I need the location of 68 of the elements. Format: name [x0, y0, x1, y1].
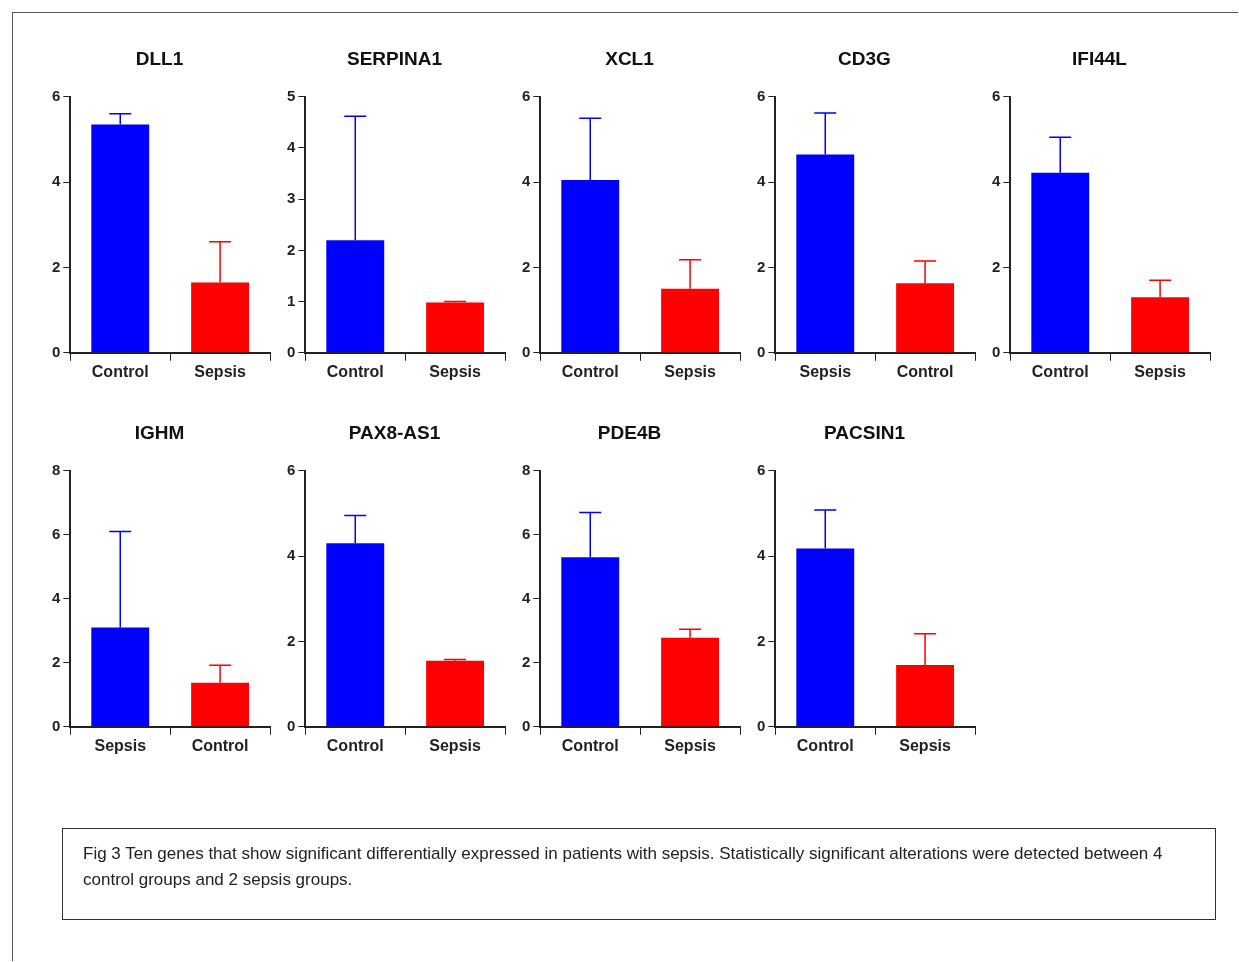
x-tick-label: Sepsis [194, 362, 246, 380]
chart-title: PACSIN1 [824, 421, 906, 443]
x-tick-label: Control [326, 362, 384, 380]
y-tick-label: 4 [522, 172, 531, 190]
y-tick-label: 0 [287, 716, 296, 734]
y-tick-label: 2 [992, 257, 1001, 275]
y-tick-label: 6 [52, 86, 61, 104]
x-tick-label: Control [91, 362, 149, 380]
chart-title: IGHM [134, 421, 185, 443]
y-tick-label: 0 [52, 716, 61, 734]
y-tick-label: 6 [522, 86, 531, 104]
x-tick-label: Control [191, 736, 249, 754]
y-tick-label: 2 [287, 631, 296, 649]
y-tick-label: 2 [757, 631, 766, 649]
y-tick-label: 6 [992, 86, 1001, 104]
y-tick-label: 0 [522, 342, 531, 360]
caption: Fig 3 Ten genes that show significant differentially expressed in patients with sepsis. Statistically significant alterations were detected between 4 control groups and 2 sepsis groups. [62, 828, 1216, 920]
y-tick-label: 6 [757, 460, 766, 478]
y-tick-label: 0 [757, 716, 766, 734]
x-tick-label: Sepsis [429, 736, 481, 754]
y-tick-label: 3 [287, 189, 296, 207]
y-tick-label: 8 [522, 460, 531, 478]
x-tick-label: Sepsis [94, 736, 147, 754]
y-tick-label: 4 [522, 588, 531, 606]
y-tick-label: 4 [757, 546, 766, 564]
y-tick-label: 4 [287, 138, 296, 156]
y-tick-label: 2 [757, 257, 766, 275]
y-tick-label: 0 [757, 342, 766, 360]
y-tick-label: 4 [992, 172, 1001, 190]
y-tick-label: 0 [522, 716, 531, 734]
x-tick-label: Sepsis [664, 736, 716, 754]
y-tick-label: 2 [522, 652, 531, 670]
x-tick-label: Control [326, 736, 384, 754]
y-tick-label: 1 [287, 291, 296, 309]
x-tick-label: Control [1031, 362, 1089, 380]
chart-title: CD3G [838, 47, 891, 69]
y-tick-label: 2 [287, 240, 296, 258]
y-tick-label: 2 [52, 652, 61, 670]
y-tick-label: 0 [287, 342, 296, 360]
x-tick-label: Control [561, 362, 619, 380]
y-tick-label: 4 [287, 546, 296, 564]
y-tick-label: 6 [287, 460, 296, 478]
y-tick-label: 4 [52, 172, 61, 190]
chart-title: SERPINA1 [346, 47, 443, 69]
chart-title: IFI44L [1072, 47, 1128, 69]
y-tick-label: 6 [52, 524, 61, 542]
y-tick-label: 5 [287, 86, 296, 104]
chart-title: DLL1 [135, 47, 184, 69]
x-tick-label: Control [896, 362, 954, 380]
y-tick-label: 2 [52, 257, 61, 275]
y-tick-label: 4 [757, 172, 766, 190]
x-tick-label: Control [796, 736, 854, 754]
y-tick-label: 6 [522, 524, 531, 542]
x-tick-label: Sepsis [664, 362, 716, 380]
chart-title: PAX8-AS1 [348, 421, 441, 443]
chart-title: XCL1 [605, 47, 655, 69]
y-tick-label: 8 [52, 460, 61, 478]
x-tick-label: Control [561, 736, 619, 754]
x-tick-label: Sepsis [1134, 362, 1186, 380]
x-tick-label: Sepsis [429, 362, 481, 380]
chart-title: PDE4B [597, 421, 662, 443]
y-tick-label: 4 [52, 588, 61, 606]
x-tick-label: Sepsis [799, 362, 852, 380]
y-tick-label: 6 [757, 86, 766, 104]
y-tick-label: 2 [522, 257, 531, 275]
y-tick-label: 0 [992, 342, 1001, 360]
y-tick-label: 0 [52, 342, 61, 360]
x-tick-label: Sepsis [899, 736, 951, 754]
